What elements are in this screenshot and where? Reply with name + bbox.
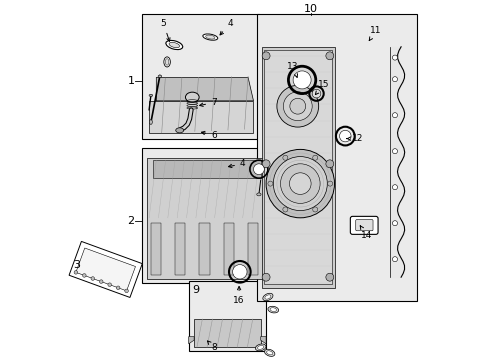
Circle shape bbox=[99, 280, 103, 283]
Ellipse shape bbox=[262, 293, 272, 301]
Circle shape bbox=[283, 92, 311, 121]
Text: 12: 12 bbox=[346, 134, 363, 143]
Circle shape bbox=[392, 257, 397, 262]
Text: 5: 5 bbox=[160, 19, 170, 41]
Ellipse shape bbox=[165, 59, 168, 65]
Circle shape bbox=[262, 273, 269, 281]
Ellipse shape bbox=[264, 349, 274, 356]
Circle shape bbox=[282, 155, 287, 160]
Bar bbox=[175, 223, 185, 275]
Circle shape bbox=[82, 274, 86, 277]
Ellipse shape bbox=[203, 34, 217, 40]
Text: 9: 9 bbox=[192, 285, 199, 295]
Circle shape bbox=[339, 130, 350, 142]
Ellipse shape bbox=[175, 128, 183, 133]
Polygon shape bbox=[149, 101, 253, 133]
Bar bbox=[188, 281, 265, 351]
Text: 1: 1 bbox=[127, 76, 134, 86]
FancyBboxPatch shape bbox=[349, 216, 377, 234]
Circle shape bbox=[312, 155, 317, 160]
Circle shape bbox=[392, 77, 397, 82]
Text: 10: 10 bbox=[304, 4, 318, 14]
Circle shape bbox=[312, 207, 317, 212]
Text: 7: 7 bbox=[199, 98, 216, 107]
FancyBboxPatch shape bbox=[355, 220, 372, 231]
Circle shape bbox=[124, 289, 128, 293]
Circle shape bbox=[325, 160, 333, 168]
Ellipse shape bbox=[149, 120, 152, 124]
Ellipse shape bbox=[264, 295, 270, 299]
Circle shape bbox=[311, 89, 320, 98]
Circle shape bbox=[280, 164, 320, 203]
Ellipse shape bbox=[255, 344, 265, 351]
Bar bbox=[257, 14, 416, 301]
Ellipse shape bbox=[163, 57, 170, 67]
Polygon shape bbox=[156, 77, 253, 101]
Text: 15: 15 bbox=[315, 80, 329, 95]
Ellipse shape bbox=[149, 94, 152, 96]
Circle shape bbox=[265, 149, 334, 218]
Circle shape bbox=[74, 271, 78, 274]
Text: 6: 6 bbox=[201, 130, 216, 139]
Circle shape bbox=[282, 207, 287, 212]
Text: 11: 11 bbox=[368, 26, 381, 41]
Text: 14: 14 bbox=[360, 226, 372, 240]
Text: 4: 4 bbox=[228, 159, 245, 168]
Text: 13: 13 bbox=[287, 62, 298, 77]
Polygon shape bbox=[147, 158, 262, 279]
Bar bbox=[151, 223, 161, 275]
Ellipse shape bbox=[267, 306, 278, 313]
Text: 8: 8 bbox=[207, 341, 216, 352]
Circle shape bbox=[292, 71, 310, 89]
Polygon shape bbox=[194, 319, 260, 347]
Circle shape bbox=[392, 221, 397, 226]
Bar bbox=[142, 14, 258, 139]
Circle shape bbox=[392, 185, 397, 190]
Circle shape bbox=[276, 85, 318, 127]
Ellipse shape bbox=[256, 193, 261, 196]
Ellipse shape bbox=[169, 42, 179, 48]
Polygon shape bbox=[152, 160, 260, 178]
Circle shape bbox=[392, 55, 397, 60]
Circle shape bbox=[262, 160, 269, 168]
Circle shape bbox=[232, 265, 246, 279]
Text: 4: 4 bbox=[220, 19, 232, 35]
Ellipse shape bbox=[205, 35, 215, 39]
Circle shape bbox=[325, 273, 333, 281]
Polygon shape bbox=[261, 47, 334, 288]
Bar bbox=[247, 223, 258, 275]
Polygon shape bbox=[69, 242, 142, 297]
Circle shape bbox=[392, 149, 397, 154]
Ellipse shape bbox=[185, 92, 199, 102]
Circle shape bbox=[262, 52, 269, 60]
Ellipse shape bbox=[269, 308, 276, 311]
Text: 2: 2 bbox=[127, 216, 134, 226]
Polygon shape bbox=[188, 337, 194, 344]
Polygon shape bbox=[76, 248, 135, 291]
Ellipse shape bbox=[158, 75, 162, 77]
Circle shape bbox=[289, 173, 310, 194]
Bar bbox=[142, 148, 269, 283]
Circle shape bbox=[91, 277, 94, 280]
Circle shape bbox=[253, 164, 264, 175]
Text: 3: 3 bbox=[74, 260, 81, 270]
Circle shape bbox=[289, 98, 305, 114]
Text: 16: 16 bbox=[233, 287, 244, 305]
Circle shape bbox=[327, 181, 332, 186]
Bar bbox=[224, 223, 233, 275]
Bar bbox=[199, 223, 209, 275]
Polygon shape bbox=[264, 50, 331, 284]
Circle shape bbox=[116, 286, 120, 289]
Ellipse shape bbox=[257, 346, 264, 349]
Circle shape bbox=[273, 157, 326, 211]
Circle shape bbox=[108, 283, 111, 287]
Circle shape bbox=[325, 52, 333, 60]
Circle shape bbox=[392, 113, 397, 118]
Ellipse shape bbox=[165, 40, 183, 50]
Circle shape bbox=[267, 181, 272, 186]
Ellipse shape bbox=[266, 351, 272, 355]
Polygon shape bbox=[260, 337, 265, 344]
